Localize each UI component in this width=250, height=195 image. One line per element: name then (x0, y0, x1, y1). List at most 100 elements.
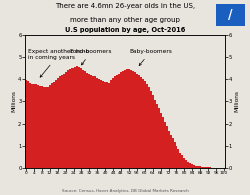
Bar (112, 78, 114, 168)
Bar (176, 146, 178, 168)
Bar (160, 113, 162, 168)
Bar (33, 84, 35, 168)
Bar (162, 117, 164, 168)
Bar (142, 79, 144, 168)
Bar (154, 100, 156, 168)
Bar (158, 108, 160, 168)
Bar (47, 87, 49, 168)
Bar (35, 84, 37, 168)
Bar (138, 75, 140, 168)
Text: Expect another echo
in coming years: Expect another echo in coming years (28, 50, 89, 77)
Bar (172, 138, 173, 168)
Bar (201, 167, 203, 168)
Bar (80, 68, 82, 168)
Bar (70, 68, 72, 168)
Bar (124, 70, 126, 168)
Bar (66, 70, 68, 168)
Bar (62, 74, 64, 168)
Text: Echo-boomers: Echo-boomers (70, 50, 112, 65)
Bar (78, 67, 80, 168)
Bar (49, 85, 51, 168)
Text: Baby-boomers: Baby-boomers (129, 50, 172, 66)
Bar (187, 162, 190, 168)
Bar (76, 66, 78, 168)
Bar (193, 165, 195, 168)
Bar (86, 73, 88, 168)
Text: There are 4.6mn 26-year olds in the US,: There are 4.6mn 26-year olds in the US, (55, 3, 195, 9)
Text: /: / (228, 9, 233, 22)
Bar (72, 68, 74, 168)
Bar (152, 95, 154, 168)
Bar (134, 72, 136, 168)
Bar (166, 126, 168, 168)
Bar (207, 167, 209, 168)
Bar (59, 76, 61, 168)
Text: more than any other age group: more than any other age group (70, 17, 180, 23)
Bar (96, 78, 98, 168)
Bar (136, 74, 138, 168)
Bar (88, 74, 90, 168)
Bar (90, 75, 92, 168)
Bar (195, 166, 197, 168)
Bar (84, 71, 86, 168)
Bar (104, 82, 106, 168)
Bar (110, 80, 112, 168)
Bar (45, 88, 47, 168)
Bar (68, 69, 70, 168)
Bar (53, 82, 55, 168)
Bar (189, 163, 191, 168)
Text: Source: Census, Haver Analytics, DB Global Markets Research: Source: Census, Haver Analytics, DB Glob… (62, 189, 188, 193)
Bar (174, 142, 176, 168)
Bar (41, 86, 43, 168)
Bar (60, 75, 63, 168)
Y-axis label: Millions: Millions (11, 90, 16, 112)
Bar (57, 78, 59, 168)
Bar (140, 77, 142, 168)
Bar (39, 86, 41, 168)
Bar (182, 155, 184, 168)
Bar (180, 153, 182, 168)
Bar (144, 81, 146, 168)
Bar (186, 160, 188, 168)
Bar (25, 80, 27, 168)
Bar (126, 69, 128, 168)
Bar (74, 67, 76, 168)
Bar (191, 164, 193, 168)
Bar (128, 69, 130, 168)
Bar (27, 81, 29, 168)
Bar (120, 72, 122, 168)
Bar (29, 83, 31, 168)
Bar (102, 81, 104, 168)
Bar (184, 158, 186, 168)
Bar (132, 71, 134, 168)
Bar (150, 91, 152, 168)
Bar (130, 70, 132, 168)
Bar (100, 80, 102, 168)
Title: U.S population by age, Oct-2016: U.S population by age, Oct-2016 (65, 27, 185, 33)
Bar (168, 131, 170, 168)
Bar (92, 76, 94, 168)
Bar (170, 135, 172, 168)
Bar (82, 70, 84, 168)
Bar (156, 104, 158, 168)
Bar (118, 74, 120, 168)
Bar (116, 75, 118, 168)
Bar (148, 87, 150, 168)
Bar (197, 166, 199, 168)
Bar (37, 85, 39, 168)
Bar (64, 72, 66, 168)
Bar (55, 80, 57, 168)
Bar (164, 122, 166, 168)
Bar (146, 84, 148, 168)
Bar (199, 167, 201, 168)
Bar (31, 84, 33, 168)
Bar (108, 83, 110, 168)
Bar (98, 79, 100, 168)
Y-axis label: Millions: Millions (234, 90, 239, 112)
Bar (43, 87, 45, 168)
Bar (94, 76, 96, 168)
Bar (106, 82, 108, 168)
Bar (122, 71, 124, 168)
Bar (51, 83, 53, 168)
Bar (114, 76, 116, 168)
